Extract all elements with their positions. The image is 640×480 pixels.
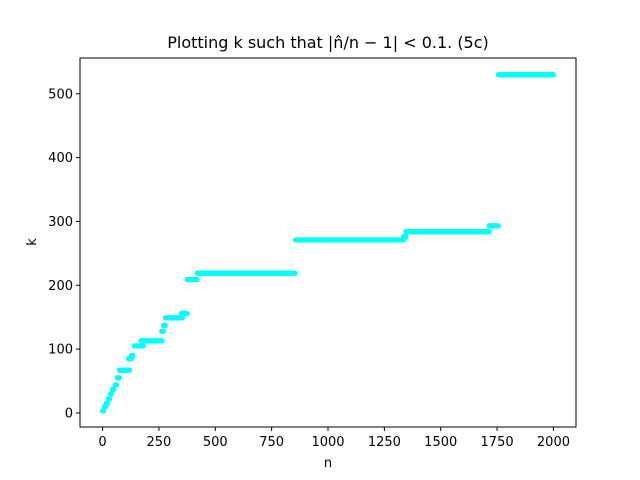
chart-title: Plotting k such that |n̂/n − 1| < 0.1. (…: [167, 33, 489, 52]
x-axis-label: n: [324, 456, 332, 471]
x-tick-label: 1250: [368, 435, 401, 450]
y-tick-label: 0: [65, 406, 73, 421]
data-point: [194, 276, 200, 283]
data-point: [162, 322, 168, 329]
x-tick-label: 1500: [424, 435, 457, 450]
x-tick-label: 1000: [311, 435, 344, 450]
x-tick-label: 0: [98, 435, 106, 450]
y-tick-label: 100: [48, 343, 73, 358]
data-point: [106, 396, 113, 402]
data-point: [126, 367, 132, 373]
data-point: [130, 352, 136, 359]
point-run-6: [112, 382, 119, 388]
data-point: [111, 386, 117, 392]
point-run-18: [194, 270, 298, 276]
point-run-12: [138, 338, 165, 344]
data-point: [486, 229, 492, 235]
y-tick-label: 400: [48, 151, 73, 166]
point-run-3: [105, 396, 113, 402]
data-point: [104, 400, 111, 406]
data-point: [495, 223, 501, 229]
point-run-5: [109, 386, 117, 392]
point-run-13: [159, 328, 167, 334]
x-tick-label: 1750: [481, 435, 514, 450]
x-tick-label: 2000: [537, 435, 570, 450]
point-run-21: [403, 229, 492, 235]
x-tick-label: 250: [146, 435, 171, 450]
data-point: [140, 343, 146, 349]
y-tick-label: 200: [48, 279, 73, 294]
point-run-7: [114, 375, 123, 381]
data-points: [99, 72, 556, 414]
y-axis: 0 100 200 300 400 500: [48, 87, 80, 421]
y-tick-label: 300: [48, 215, 73, 230]
data-point: [113, 382, 119, 388]
data-point: [550, 72, 556, 78]
data-point: [292, 270, 298, 276]
point-run-22: [486, 223, 501, 229]
point-run-16: [178, 310, 190, 316]
point-run-4: [107, 391, 114, 397]
point-run-23: [495, 72, 556, 78]
point-run-2: [103, 400, 111, 406]
point-run-8: [116, 367, 132, 373]
x-axis: 0 250 500 750 1000 1250 1500 1750 2000: [98, 427, 570, 450]
point-run-11: [131, 343, 146, 349]
point-run-15: [162, 315, 185, 321]
point-run-10: [128, 352, 136, 359]
data-point: [179, 315, 185, 321]
x-tick-label: 750: [259, 435, 284, 450]
y-tick-label: 500: [48, 87, 73, 102]
y-axis-label: k: [25, 238, 40, 246]
data-point: [160, 328, 167, 334]
data-point: [100, 408, 107, 414]
point-run-0: [99, 408, 107, 414]
point-run-14: [160, 322, 168, 329]
point-run-19: [292, 237, 407, 243]
data-point: [159, 338, 165, 344]
point-run-17: [184, 276, 200, 283]
data-point: [184, 310, 190, 316]
point-run-20: [400, 234, 409, 240]
data-point: [403, 234, 409, 240]
data-point: [116, 375, 123, 381]
data-point: [108, 391, 114, 397]
x-tick-label: 500: [203, 435, 228, 450]
